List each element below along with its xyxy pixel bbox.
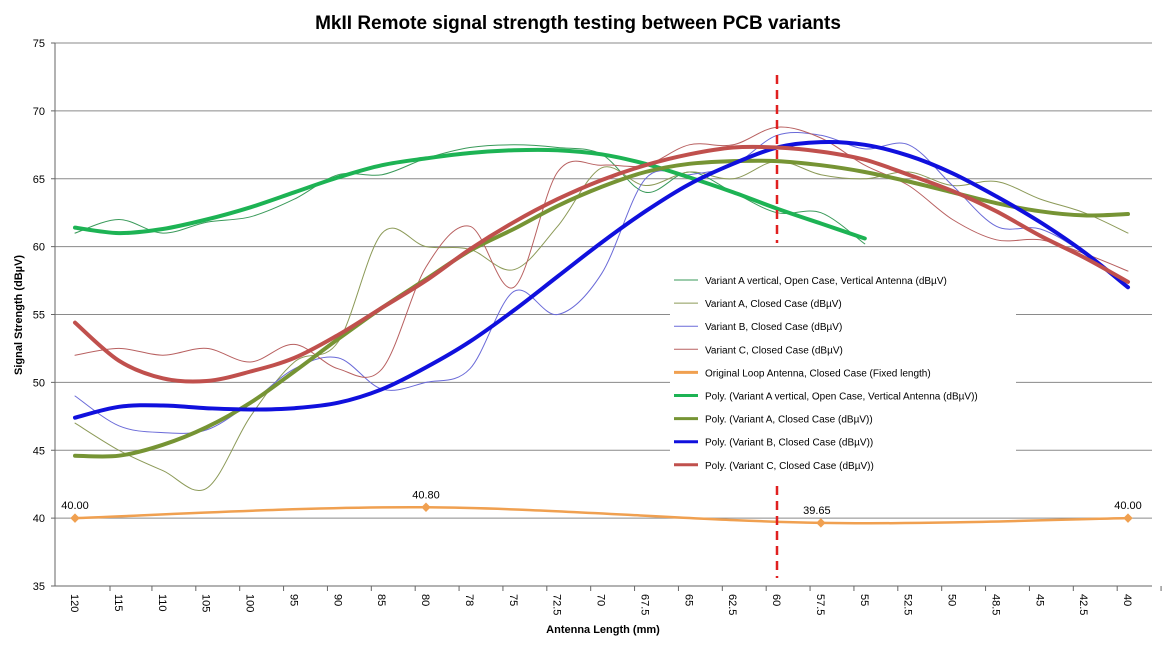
legend-label: Poly. (Variant A vertical, Open Case, Ve… — [705, 392, 978, 403]
x-tick-label: 50 — [946, 594, 958, 606]
y-tick-label: 50 — [33, 377, 45, 389]
series-5-line — [73, 506, 1130, 525]
legend-item: Variant B, Closed Case (dBµV) — [674, 322, 842, 333]
x-tick-label: 60 — [770, 594, 782, 606]
x-tick-label: 100 — [244, 594, 256, 612]
legend-label: Poly. (Variant C, Closed Case (dBµV)) — [705, 461, 874, 472]
series-4-group — [74, 126, 1129, 378]
legend-item: Poly. (Variant A, Closed Case (dBµV)) — [674, 415, 873, 426]
data-point-marker — [1123, 513, 1133, 523]
legend-label: Variant A vertical, Open Case, Vertical … — [705, 276, 947, 287]
series-6-group — [73, 147, 867, 241]
x-tick-label: 65 — [682, 594, 694, 606]
x-tick-label: 75 — [507, 594, 519, 606]
legend-label: Poly. (Variant A, Closed Case (dBµV)) — [705, 415, 873, 426]
legend-item: Variant C, Closed Case (dBµV) — [674, 345, 843, 356]
x-tick-label: 80 — [419, 594, 431, 606]
legend-item: Poly. (Variant A vertical, Open Case, Ve… — [674, 392, 978, 403]
y-tick-label: 35 — [33, 581, 45, 593]
x-tick-label: 62.5 — [726, 594, 738, 615]
legend-item: Poly. (Variant B, Closed Case (dBµV)) — [674, 438, 873, 449]
x-tick-label: 67.5 — [638, 594, 650, 615]
series-9-group — [73, 144, 1130, 384]
x-tick-label: 57.5 — [814, 594, 826, 615]
x-tick-label: 115 — [112, 594, 124, 612]
legend-label: Poly. (Variant B, Closed Case (dBµV)) — [705, 438, 873, 449]
data-point-marker — [421, 502, 431, 512]
y-tick-label: 45 — [33, 445, 45, 457]
legend-label: Variant C, Closed Case (dBµV) — [705, 345, 843, 356]
series-5-group — [70, 502, 1133, 528]
x-tick-label: 120 — [68, 594, 80, 612]
y-tick-label: 40 — [33, 513, 45, 525]
series-9-line — [73, 144, 1130, 384]
series-6-line — [73, 147, 867, 241]
y-axis: 35 40 45 50 55 60 65 70 75 — [33, 38, 56, 593]
x-tick-label: 70 — [595, 594, 607, 606]
legend-label: Variant B, Closed Case (dBµV) — [705, 322, 842, 333]
legend-background — [670, 265, 1016, 479]
x-tick-label: 110 — [156, 594, 168, 612]
legend-label: Original Loop Antenna, Closed Case (Fixe… — [705, 368, 931, 379]
x-tick-label: 40 — [1121, 594, 1133, 606]
y-tick-label: 75 — [33, 38, 45, 50]
series-4-line — [74, 126, 1129, 378]
data-point-marker — [70, 513, 80, 523]
y-tick-label: 55 — [33, 310, 45, 322]
series-8-group — [73, 139, 1130, 420]
x-tick-label: 52.5 — [902, 594, 914, 615]
data-label: 39.65 — [803, 505, 831, 517]
gridlines — [55, 42, 1152, 587]
x-tick-label: 55 — [858, 594, 870, 606]
y-axis-label: Signal Strength (dBµV) — [13, 255, 25, 375]
x-axis-label: Antenna Length (mm) — [546, 624, 660, 636]
x-tick-label: 72.5 — [551, 594, 563, 615]
legend-label: Variant A, Closed Case (dBµV) — [705, 299, 842, 310]
data-label: 40.00 — [1114, 500, 1142, 512]
y-tick-label: 65 — [33, 174, 45, 186]
data-label: 40.80 — [412, 489, 440, 501]
y-tick-label: 70 — [33, 106, 45, 118]
chart-title: MkII Remote signal strength testing betw… — [315, 13, 841, 34]
x-tick-label: 95 — [287, 594, 299, 606]
legend: Variant A vertical, Open Case, Vertical … — [670, 265, 1016, 479]
legend-item: Variant A vertical, Open Case, Vertical … — [674, 276, 947, 287]
data-label: 40.00 — [61, 500, 89, 512]
series-layer — [70, 126, 1133, 528]
data-point-marker — [816, 518, 826, 528]
legend-item: Poly. (Variant C, Closed Case (dBµV)) — [674, 461, 874, 472]
x-tick-label: 85 — [375, 594, 387, 606]
x-tick-label: 105 — [200, 594, 212, 612]
legend-item: Variant A, Closed Case (dBµV) — [674, 299, 842, 310]
x-tick-label: 48.5 — [989, 594, 1001, 615]
legend-item: Original Loop Antenna, Closed Case (Fixe… — [674, 368, 931, 379]
data-labels: 40.00 40.80 39.65 40.00 — [61, 489, 1142, 517]
y-tick-label: 60 — [33, 242, 45, 254]
series-8-line — [73, 139, 1130, 420]
x-tick-label: 45 — [1033, 594, 1045, 606]
x-axis: 120 115 110 105 100 95 90 85 80 78 75 72.5 70 67.5 65 6… — [55, 585, 1162, 615]
x-tick-label: 78 — [463, 594, 475, 606]
x-tick-label: 90 — [331, 594, 343, 606]
x-tick-label: 42.5 — [1077, 594, 1089, 615]
